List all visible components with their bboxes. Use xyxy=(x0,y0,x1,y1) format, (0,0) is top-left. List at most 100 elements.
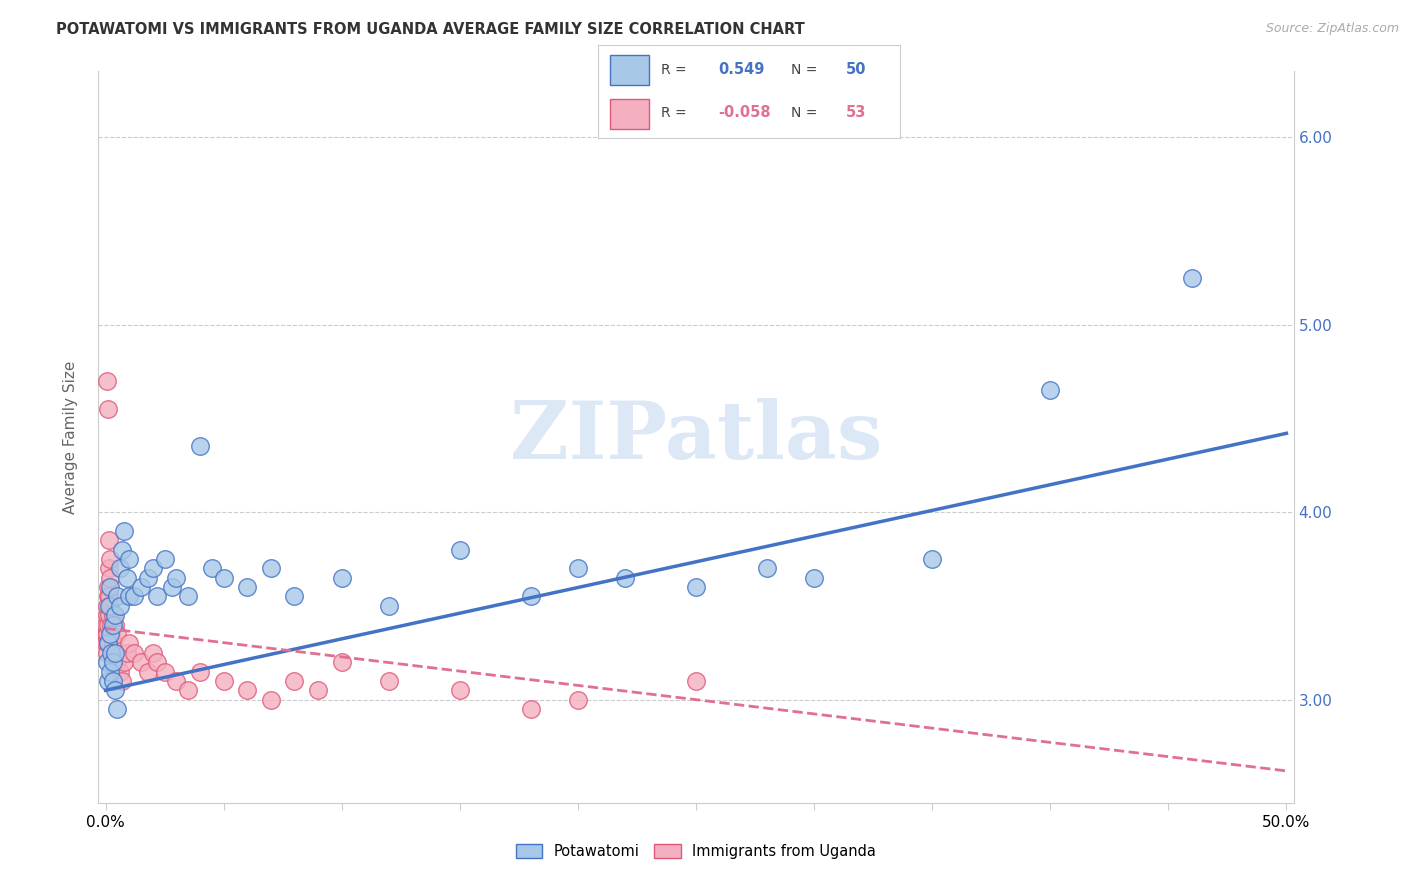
Point xyxy=(685,673,707,688)
Point xyxy=(105,702,128,716)
Point xyxy=(283,673,305,688)
Point xyxy=(97,401,120,416)
Point xyxy=(260,692,283,706)
Text: R =: R = xyxy=(661,63,690,77)
Point xyxy=(98,599,121,613)
Point xyxy=(108,561,131,575)
Point xyxy=(122,646,145,660)
Point xyxy=(98,580,121,594)
Point xyxy=(98,561,121,575)
Point xyxy=(100,646,122,660)
Point xyxy=(101,636,124,650)
Point xyxy=(188,440,211,454)
Point xyxy=(101,608,124,623)
Point xyxy=(96,617,118,632)
Point xyxy=(153,665,176,679)
Point xyxy=(378,599,401,613)
Legend: Potawatomi, Immigrants from Uganda: Potawatomi, Immigrants from Uganda xyxy=(510,838,882,865)
Text: ZIPatlas: ZIPatlas xyxy=(510,398,882,476)
Point xyxy=(104,608,127,623)
Point xyxy=(104,646,127,660)
Point xyxy=(142,646,165,660)
Point xyxy=(188,665,211,679)
Point xyxy=(100,617,122,632)
Point xyxy=(112,655,135,669)
Point xyxy=(921,552,943,566)
Point xyxy=(96,374,118,388)
Point xyxy=(96,655,118,669)
Point xyxy=(105,655,128,669)
Point xyxy=(101,655,124,669)
Point xyxy=(177,683,200,698)
Text: R =: R = xyxy=(661,106,690,120)
Point xyxy=(378,673,401,688)
Point xyxy=(146,590,169,604)
Point xyxy=(614,571,637,585)
Point xyxy=(97,617,120,632)
Point xyxy=(519,590,541,604)
Point xyxy=(96,636,118,650)
Point xyxy=(449,683,471,698)
Point xyxy=(755,561,778,575)
Point xyxy=(685,580,707,594)
Point xyxy=(111,673,134,688)
Point xyxy=(307,683,329,698)
Point xyxy=(330,571,353,585)
Point xyxy=(118,552,141,566)
Point xyxy=(97,673,120,688)
Point xyxy=(803,571,825,585)
Point xyxy=(567,561,589,575)
Point xyxy=(177,590,200,604)
Point xyxy=(112,524,135,538)
Text: -0.058: -0.058 xyxy=(718,105,770,120)
Point xyxy=(201,561,224,575)
Point xyxy=(96,646,118,660)
Point xyxy=(98,599,121,613)
Point xyxy=(98,571,121,585)
Point xyxy=(142,561,165,575)
Point xyxy=(97,636,120,650)
Text: 0.549: 0.549 xyxy=(718,62,765,78)
Point xyxy=(101,617,124,632)
Point xyxy=(96,627,118,641)
Point xyxy=(160,580,183,594)
Point xyxy=(115,646,138,660)
Point xyxy=(108,665,131,679)
Point xyxy=(118,590,141,604)
Point xyxy=(567,692,589,706)
Point xyxy=(136,571,159,585)
Point xyxy=(98,665,121,679)
Point xyxy=(115,571,138,585)
Point xyxy=(519,702,541,716)
Point xyxy=(105,590,128,604)
Y-axis label: Average Family Size: Average Family Size xyxy=(63,360,77,514)
Point xyxy=(122,590,145,604)
Point xyxy=(97,608,120,623)
Point xyxy=(260,561,283,575)
Point xyxy=(449,542,471,557)
Text: 50: 50 xyxy=(845,62,866,78)
Text: Source: ZipAtlas.com: Source: ZipAtlas.com xyxy=(1265,22,1399,36)
Point xyxy=(97,636,120,650)
Text: 53: 53 xyxy=(845,105,866,120)
Text: N =: N = xyxy=(792,106,821,120)
Bar xyxy=(610,55,650,85)
Point xyxy=(104,646,127,660)
Point xyxy=(165,571,187,585)
Point xyxy=(105,627,128,641)
Point xyxy=(104,617,127,632)
Point xyxy=(104,683,127,698)
Point xyxy=(153,552,176,566)
Point xyxy=(330,655,353,669)
Point xyxy=(212,571,235,585)
Point xyxy=(283,590,305,604)
Point xyxy=(94,627,117,641)
Point xyxy=(136,665,159,679)
Point xyxy=(212,673,235,688)
Point xyxy=(97,590,120,604)
Point xyxy=(108,599,131,613)
Point xyxy=(236,683,259,698)
Point xyxy=(111,542,134,557)
Point xyxy=(146,655,169,669)
Point xyxy=(98,627,121,641)
